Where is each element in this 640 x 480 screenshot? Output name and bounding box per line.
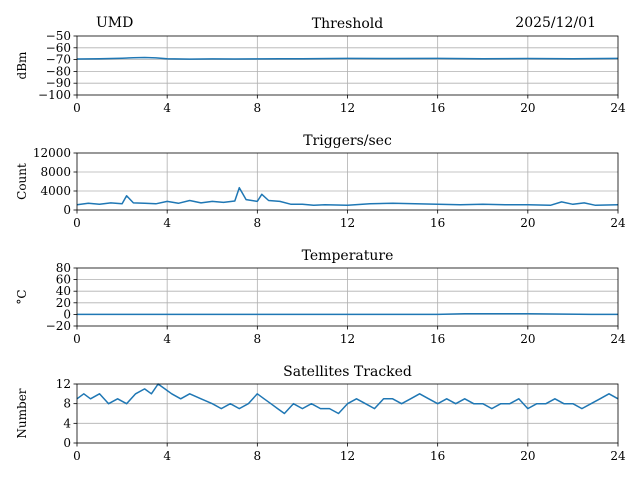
satellites-tracked-xtick-label: 12 [340, 449, 355, 463]
triggers-sec-xtick-label: 8 [254, 216, 262, 230]
triggers-sec-xtick-label: 12 [340, 216, 355, 230]
triggers-sec-ytick-label: 4000 [40, 184, 71, 198]
threshold-xtick-label: 12 [340, 101, 355, 115]
satellites-tracked-xtick-label: 20 [520, 449, 535, 463]
temperature-ytick-label: 60 [56, 273, 71, 287]
triggers-sec-xtick-label: 16 [430, 216, 445, 230]
satellites-tracked-ytick-label: 8 [63, 397, 71, 411]
satellites-tracked-ylabel: Number [15, 388, 29, 438]
temperature-ytick-label: −20 [46, 319, 71, 333]
satellites-tracked-series-line [76, 383, 619, 415]
triggers-sec-title: Triggers/sec [303, 133, 392, 149]
threshold-xtick-label: 20 [520, 101, 535, 115]
threshold-xtick-label: 0 [73, 101, 81, 115]
threshold-ytick-label: −70 [46, 53, 71, 67]
temperature-xtick-label: 20 [520, 332, 535, 346]
satellites-tracked-axes-frame [76, 383, 619, 444]
triggers-sec-xtick-label: 4 [163, 216, 171, 230]
threshold-ytick-label: −90 [46, 76, 71, 90]
temperature-ylabel: °C [15, 289, 29, 304]
triggers-sec-xtick-label: 0 [73, 216, 81, 230]
temperature-ytick-label: 40 [56, 284, 71, 298]
satellites-tracked-panel: 12 8 4 00 4 8 12 16 20 24 Satellites Tracked Number [15, 364, 626, 463]
satellites-tracked-ytick-label: 4 [63, 416, 71, 430]
threshold-ylabel: dBm [15, 51, 29, 80]
temperature-title: Temperature [302, 248, 394, 264]
triggers-sec-panel: 12000 8000 4000 00 4 8 12 16 20 24 Triggers/sec Cou… [15, 133, 626, 230]
satellites-tracked-xtick-label: 24 [610, 449, 626, 463]
temperature-xtick-label: 4 [163, 332, 171, 346]
threshold-xtick-label: 24 [610, 101, 626, 115]
threshold-ytick-label: −60 [46, 41, 71, 55]
triggers-sec-ylabel: Count [15, 163, 29, 200]
date-label: 2025/12/01 [515, 15, 596, 31]
threshold-ytick-label: −80 [46, 64, 71, 78]
satellites-tracked-ytick-label: 0 [63, 436, 71, 450]
triggers-sec-xtick-label: 20 [520, 216, 535, 230]
satellites-tracked-xtick-label: 4 [163, 449, 171, 463]
temperature-xtick-label: 12 [340, 332, 355, 346]
threshold-xtick-label: 8 [254, 101, 262, 115]
satellites-tracked-xtick-label: 8 [254, 449, 262, 463]
temperature-xtick-label: 24 [610, 332, 626, 346]
threshold-ytick-label: −50 [46, 29, 71, 43]
threshold-ytick-label: −100 [38, 88, 71, 102]
station-label: UMD [96, 15, 133, 31]
temperature-ytick-label: 0 [63, 307, 71, 321]
temperature-series-line [77, 313, 618, 316]
triggers-sec-series-line [76, 186, 619, 207]
satellites-tracked-ytick-label: 12 [56, 377, 71, 391]
threshold-series-line [76, 56, 619, 60]
threshold-axes-frame [76, 35, 619, 96]
threshold-xtick-label: 4 [163, 101, 171, 115]
temperature-ytick-label: 80 [56, 261, 71, 275]
triggers-sec-xtick-label: 24 [610, 216, 626, 230]
temperature-axes-frame [76, 267, 619, 327]
temperature-ytick-label: 20 [56, 296, 71, 310]
satellites-tracked-title: Satellites Tracked [283, 364, 412, 380]
triggers-sec-ytick-label: 12000 [33, 146, 71, 160]
threshold-xtick-label: 16 [430, 101, 445, 115]
triggers-sec-ytick-label: 8000 [40, 165, 71, 179]
satellites-tracked-xtick-label: 0 [73, 449, 81, 463]
triggers-sec-axes-frame [76, 152, 619, 211]
temperature-xtick-label: 16 [430, 332, 445, 346]
satellites-tracked-xtick-label: 16 [430, 449, 445, 463]
triggers-sec-ytick-label: 0 [63, 203, 71, 217]
threshold-title: Threshold [312, 16, 383, 32]
temperature-xtick-label: 0 [73, 332, 81, 346]
temperature-xtick-label: 8 [254, 332, 262, 346]
